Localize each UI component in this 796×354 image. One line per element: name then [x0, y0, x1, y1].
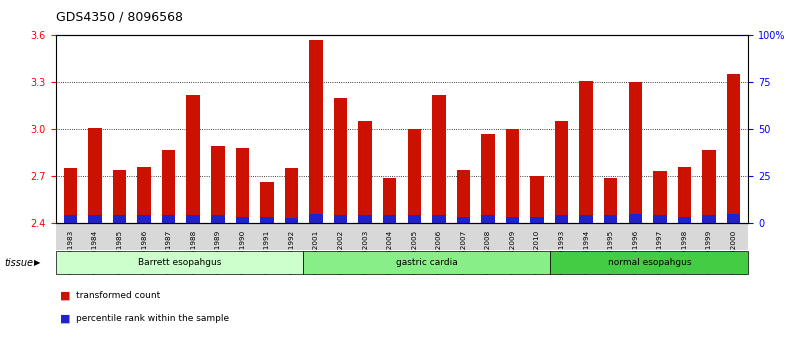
Bar [162, 149, 175, 223]
Bar [236, 217, 249, 223]
Bar [727, 74, 740, 223]
Bar [530, 176, 544, 223]
Text: GDS4350 / 8096568: GDS4350 / 8096568 [56, 11, 183, 24]
Bar [457, 217, 470, 223]
Bar [383, 215, 396, 223]
Bar [88, 215, 102, 223]
Bar [555, 215, 568, 223]
Bar [653, 215, 666, 223]
Text: normal esopahgus: normal esopahgus [607, 258, 691, 267]
Bar [138, 167, 151, 223]
Text: ■: ■ [60, 314, 70, 324]
Bar [186, 215, 200, 223]
Bar [358, 121, 372, 223]
Bar [505, 129, 519, 223]
Bar [285, 168, 298, 223]
Bar [629, 213, 642, 223]
Text: ■: ■ [60, 291, 70, 301]
Bar [677, 217, 691, 223]
Bar [138, 215, 151, 223]
Text: percentile rank within the sample: percentile rank within the sample [76, 314, 228, 323]
Bar [211, 147, 224, 223]
Text: transformed count: transformed count [76, 291, 160, 300]
Bar [653, 171, 666, 223]
Bar [702, 149, 716, 223]
Bar [358, 215, 372, 223]
Bar [408, 215, 421, 223]
Bar [677, 167, 691, 223]
Bar [629, 82, 642, 223]
Bar [481, 215, 494, 223]
Bar [260, 217, 274, 223]
Bar [432, 215, 446, 223]
Bar [334, 215, 347, 223]
Text: Barrett esopahgus: Barrett esopahgus [138, 258, 221, 267]
Bar [604, 215, 618, 223]
Bar [64, 215, 77, 223]
Bar [481, 134, 494, 223]
Bar [211, 215, 224, 223]
Bar [505, 217, 519, 223]
Text: gastric cardia: gastric cardia [396, 258, 458, 267]
Bar [186, 95, 200, 223]
Bar [604, 178, 618, 223]
Bar [236, 148, 249, 223]
Bar [334, 98, 347, 223]
Text: ▶: ▶ [34, 258, 41, 267]
Bar [702, 215, 716, 223]
Bar [285, 218, 298, 223]
Bar [457, 170, 470, 223]
Bar [383, 178, 396, 223]
Bar [260, 182, 274, 223]
Bar [88, 128, 102, 223]
Bar [579, 81, 593, 223]
Text: tissue: tissue [4, 258, 33, 268]
Bar [408, 129, 421, 223]
Bar [432, 95, 446, 223]
Bar [113, 215, 127, 223]
Bar [310, 213, 323, 223]
Bar [113, 170, 127, 223]
Bar [579, 215, 593, 223]
Bar [555, 121, 568, 223]
Bar [310, 40, 323, 223]
Bar [162, 215, 175, 223]
Bar [64, 168, 77, 223]
Bar [727, 213, 740, 223]
Bar [530, 217, 544, 223]
